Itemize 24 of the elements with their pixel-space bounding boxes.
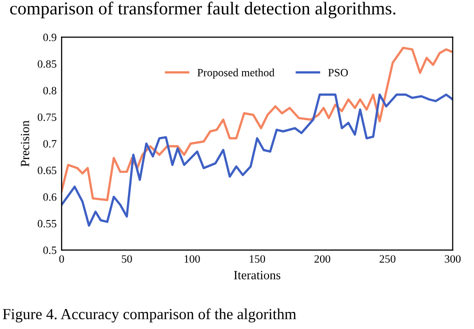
y-tick-label: 0.9 bbox=[43, 34, 56, 42]
y-tick-label: 0.75 bbox=[38, 113, 56, 122]
legend-label: Proposed method bbox=[197, 68, 274, 79]
line-series bbox=[62, 46, 453, 202]
legend-label: PSO bbox=[328, 68, 348, 76]
x-tick-label: 200 bbox=[314, 255, 330, 263]
y-tick-label: 0.8 bbox=[43, 86, 56, 94]
y-tick-label: 0.85 bbox=[38, 60, 56, 68]
y-tick-label: 0.65 bbox=[38, 166, 56, 174]
y-tick-label: 0.5 bbox=[43, 246, 56, 254]
x-axis-title: Iterations bbox=[234, 270, 280, 280]
y-tick-label: 0.7 bbox=[43, 140, 56, 148]
x-tick-label: 0 bbox=[59, 255, 64, 263]
caption: Figure 4. Accuracy comparison of the algorithm bbox=[2, 308, 296, 322]
text: comparison of transformer fault detection algorithms. bbox=[10, 2, 396, 18]
x-tick-label: 50 bbox=[122, 255, 132, 263]
line-series bbox=[62, 94, 453, 227]
x-tick-label: 300 bbox=[444, 255, 461, 263]
x-tick-label: 150 bbox=[250, 255, 266, 263]
x-tick-label: 250 bbox=[380, 255, 396, 263]
y-tick-label: 0.55 bbox=[38, 220, 56, 228]
y-tick-label: 0.6 bbox=[43, 193, 56, 201]
x-tick-label: 100 bbox=[184, 255, 200, 263]
y-axis-title: Precision bbox=[20, 120, 30, 167]
